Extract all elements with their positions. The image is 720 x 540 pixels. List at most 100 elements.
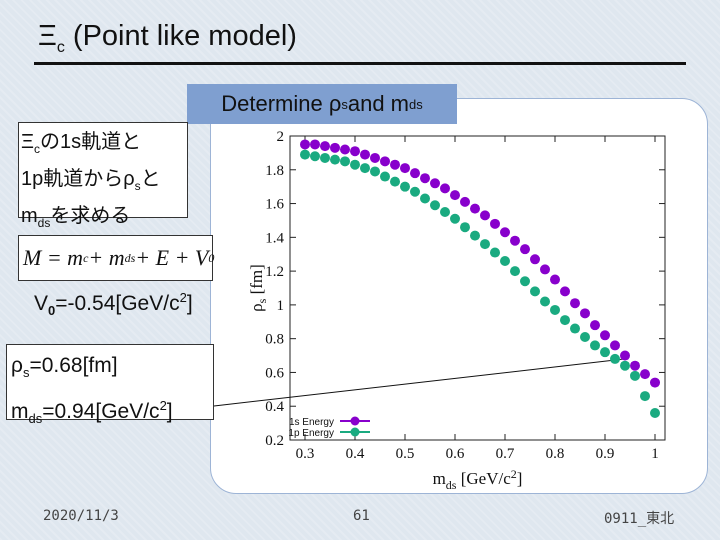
point-1-32: [620, 360, 630, 371]
title-xi: Ξ: [38, 20, 57, 52]
det-b: and m: [347, 91, 410, 116]
jp3-a: m: [21, 205, 38, 227]
point-1-8: [380, 171, 390, 182]
eq-ds: ds: [124, 250, 136, 265]
point-1-5: [350, 159, 360, 170]
legend-label-0: 1s Energy: [289, 417, 334, 428]
x-tick-label-1: 0.4: [346, 446, 365, 462]
x-tick-label-5: 0.8: [546, 446, 565, 462]
point-1-29: [590, 340, 600, 351]
point-1-9: [390, 176, 400, 187]
point-1-7: [370, 166, 380, 177]
point-0-29: [590, 320, 600, 331]
point-0-18: [480, 210, 490, 221]
res1-b: =0.68[fm]: [29, 354, 118, 377]
point-1-31: [610, 353, 620, 364]
point-1-35: [650, 407, 660, 418]
y-tick-label-1: 0.4: [265, 399, 284, 415]
y-tick-label-3: 0.8: [265, 332, 284, 348]
plot-frame: [289, 135, 666, 441]
point-1-30: [600, 347, 610, 358]
point-1-23: [530, 286, 540, 297]
jp-line-2: 1p軌道からρsと: [21, 164, 187, 201]
point-0-25: [550, 274, 560, 285]
point-0-0: [300, 139, 310, 150]
point-0-5: [350, 146, 360, 157]
point-0-14: [440, 183, 450, 194]
x-axis-label-part-1: ds: [446, 478, 457, 492]
legend-marker-0: [350, 416, 360, 426]
point-0-20: [500, 227, 510, 238]
y-tick-label-0: 0.2: [265, 433, 284, 449]
jp3-b: を求める: [50, 205, 131, 227]
point-0-33: [630, 360, 640, 371]
point-0-23: [530, 254, 540, 265]
point-0-3: [330, 142, 340, 153]
jp1-b: の1s軌道と: [40, 131, 142, 153]
point-1-15: [450, 213, 460, 224]
point-1-12: [420, 193, 430, 204]
point-1-19: [490, 247, 500, 258]
point-0-27: [570, 298, 580, 309]
result-rho: ρs=0.68[fm]: [11, 349, 213, 389]
point-0-17: [470, 203, 480, 214]
point-1-4: [340, 156, 350, 167]
v0-value: V0=-0.54[GeV/c2]: [34, 290, 193, 318]
y-tick-label-4: 1: [277, 298, 285, 314]
point-1-26: [560, 315, 570, 326]
point-0-22: [520, 244, 530, 255]
footer-page-number: 61: [353, 508, 370, 524]
footer-code: 0911_東北: [604, 511, 675, 527]
point-1-34: [640, 391, 650, 402]
res1-a: ρ: [11, 354, 23, 377]
eq-plus-e: + E + V: [135, 245, 209, 270]
point-1-11: [410, 186, 420, 197]
v0-sub: 0: [48, 303, 56, 319]
v0-a: V: [34, 292, 49, 315]
eq-0: 0: [208, 250, 215, 265]
y-axis-label-part-1: s: [255, 298, 269, 303]
point-1-1: [310, 151, 320, 162]
det-a: Determine ρ: [221, 91, 342, 116]
y-tick-label-9: 2: [277, 129, 285, 145]
chart-panel: [210, 98, 708, 494]
point-0-34: [640, 369, 650, 380]
v0-b: =-0.54[GeV/c: [55, 292, 180, 315]
point-0-28: [580, 308, 590, 319]
x-axis-label: mds [GeV/c2]: [433, 467, 523, 492]
point-1-25: [550, 304, 560, 315]
point-0-35: [650, 377, 660, 388]
title-rest: (Point like model): [64, 20, 297, 52]
japanese-note: Ξcの1s軌道と 1p軌道からρsと mdsを求める: [18, 122, 188, 230]
x-tick-label-7: 1: [651, 446, 659, 462]
point-0-24: [540, 264, 550, 275]
jp1-sub: c: [34, 142, 40, 156]
jp2-b: と: [140, 168, 161, 190]
point-1-10: [400, 181, 410, 192]
x-tick-label-4: 0.7: [496, 446, 515, 462]
jp3-sub: ds: [37, 216, 51, 230]
point-0-15: [450, 190, 460, 201]
point-1-13: [430, 200, 440, 211]
jp-line-3: mdsを求める: [21, 201, 187, 238]
x-axis-label-part-0: m: [433, 469, 446, 488]
y-tick-label-6: 1.4: [265, 230, 284, 246]
res2-sup: 2: [159, 398, 167, 414]
point-0-6: [360, 149, 370, 160]
v0-c: ]: [186, 292, 193, 315]
res2-a: m: [11, 400, 29, 424]
point-0-8: [380, 156, 390, 167]
point-0-13: [430, 178, 440, 189]
x-tick-label-0: 0.3: [296, 446, 315, 462]
point-1-17: [470, 230, 480, 241]
x-axis-label-part-4: ]: [517, 469, 523, 488]
point-0-9: [390, 159, 400, 170]
point-0-16: [460, 196, 470, 207]
point-0-21: [510, 235, 520, 246]
point-0-19: [490, 218, 500, 229]
point-1-3: [330, 154, 340, 165]
annotation-line: [213, 358, 626, 407]
